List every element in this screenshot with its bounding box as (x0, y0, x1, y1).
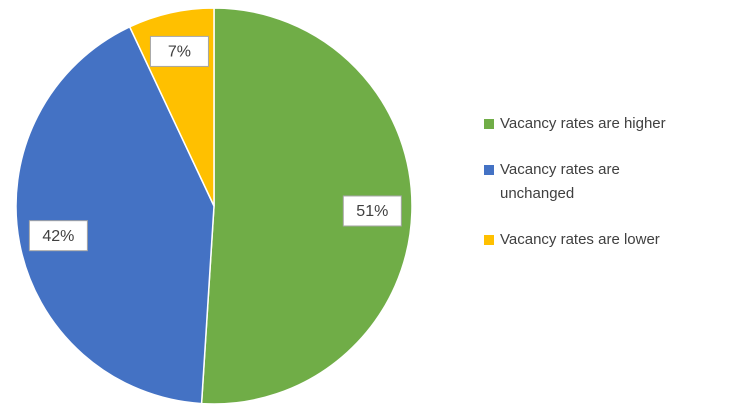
legend-swatch (484, 119, 494, 129)
pie-slice (15, 25, 215, 405)
data-label-box (342, 195, 402, 227)
pie-slice (200, 7, 413, 405)
data-label-text: 7% (168, 44, 191, 61)
data-label: 7% (149, 35, 209, 67)
legend: Vacancy rates are higher Vacancy rates ar… (484, 112, 684, 274)
data-label: 51% (342, 195, 402, 227)
legend-label: Vacancy rates are higher (500, 115, 666, 132)
data-label: 42% (28, 220, 88, 252)
legend-item: Vacancy rates are unchanged (484, 158, 684, 206)
legend-item: Vacancy rates are higher (484, 112, 684, 136)
legend-label: Vacancy rates are lower (500, 231, 660, 248)
data-label-box (149, 35, 209, 67)
data-label-text: 42% (42, 228, 74, 245)
legend-swatch (484, 235, 494, 245)
legend-label: Vacancy rates are unchanged (500, 161, 620, 202)
legend-item: Vacancy rates are lower (484, 228, 684, 252)
data-label-text: 51% (356, 203, 388, 220)
legend-swatch (484, 165, 494, 175)
data-label-box (28, 220, 88, 252)
